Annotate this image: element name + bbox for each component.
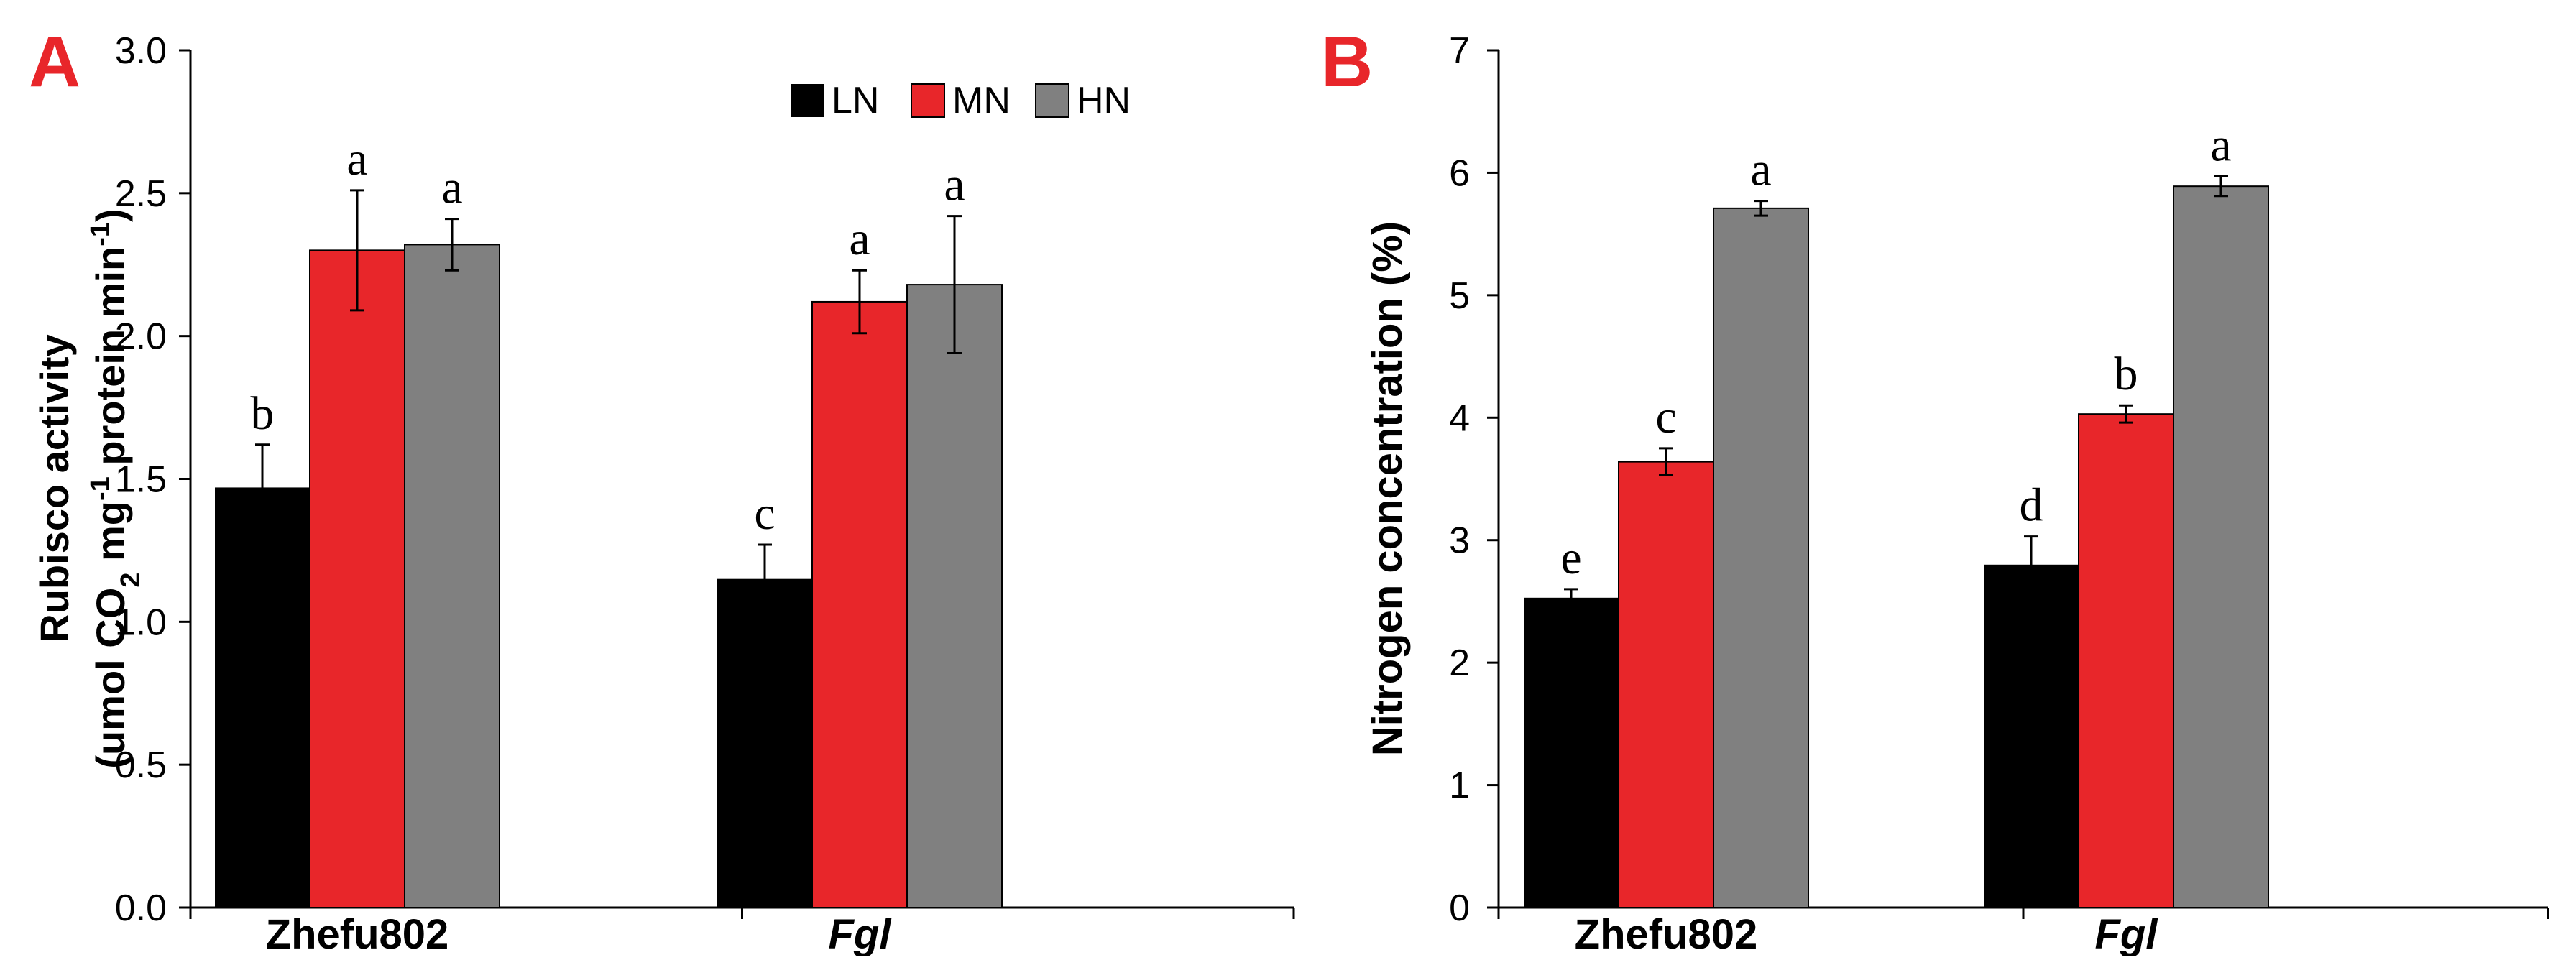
panel-a-bar-hn [906,284,1003,908]
panel-b-ytick-label: 2 [1449,642,1470,684]
panel-b-category-label: Fgl [2095,911,2159,956]
panel-b-ylabel-text: Nitrogen concentration (%) [1364,221,1411,756]
panel-b-ylabel: Nitrogen concentration (%) [1364,221,1411,756]
panel-a-significance-letter: a [944,159,965,211]
panel-a-ytick-label: 3.0 [115,30,167,72]
legend: LN MN HN [791,80,1131,121]
panel-b-significance-letter: d [2020,479,2043,532]
panel-a-bar-mn [811,300,908,908]
panel-b-significance-letter: a [1750,144,1771,196]
panel-a-bar-ln [215,487,310,908]
panel-a-plot: 0.0 0.5 1.0 1.5 2.0 2.5 3.0 Zhefu802 Fgl b c a a a a [115,30,1295,958]
panel-b-ytick-label: 3 [1449,520,1470,562]
panel-b-label: B [1321,22,1373,102]
panel-b-ytick-label: 4 [1449,397,1470,439]
legend-swatch-mn [911,83,945,118]
panel-a-significance-letter: a [346,133,367,185]
panel-a-category-label: Zhefu802 [266,911,449,956]
panel-a-ylabel-line2: (umol CO2 mg-1 protein min-1) [86,208,146,768]
legend-swatch-hn [1035,83,1070,118]
panel-a-ytick-label: 2.0 [115,316,167,358]
panel-b-bar-ln [1984,564,2079,908]
panel-a: A Rubisco activity (umol CO2 mg-1 protei… [29,22,1295,958]
panel-a-significance-letter: c [754,487,775,540]
panel-b-bar-hn [2173,185,2269,908]
panel-a-ylabel-line1: Rubisco activity [32,334,77,642]
panel-b-significance-letter: a [2210,119,2231,172]
legend-entry-mn: MN [911,80,1011,121]
legend-entry-ln: LN [791,80,879,121]
panel-b-significance-letter: b [2115,348,2138,400]
panel-b-bar-ln [1524,597,1619,908]
panel-a-ytick-label: 1.5 [115,459,167,501]
panel-a-significance-letter: a [849,213,870,265]
legend-entry-hn: HN [1035,80,1131,121]
panel-b: B Nitrogen concentration (%) 0 1 2 3 4 5 6 7 Zhe… [1321,22,2549,958]
panel-a-significance-letter: b [251,387,275,440]
panel-b-ytick-label: 6 [1449,152,1470,194]
panel-a-ytick-label: 0.5 [115,744,167,786]
panel-a-ytick-label: 2.5 [115,173,167,215]
panel-b-significance-letter: e [1560,532,1581,584]
panel-b-bar-hn [1713,207,1809,908]
legend-label-hn: HN [1077,80,1131,121]
panel-a-label: A [29,22,80,102]
legend-label-mn: MN [952,80,1011,121]
panel-b-ytick-label: 0 [1449,887,1470,929]
panel-b-plot: 0 1 2 3 4 5 6 7 Zhefu802 Fgl e d c b a a [1449,30,2549,958]
panel-a-ytick-label: 1.0 [115,601,167,643]
panel-a-bar-ln [717,578,812,908]
panel-b-bar-mn [1618,461,1714,908]
legend-label-ln: LN [832,80,879,121]
panel-a-bar-mn [309,249,405,909]
legend-swatch-ln [791,84,824,117]
panel-b-ytick-label: 5 [1449,275,1470,317]
panel-b-ytick-label: 7 [1449,30,1470,72]
panel-a-ylabel: Rubisco activity (umol CO2 mg-1 protein … [32,208,146,768]
panel-a-significance-letter: a [441,162,462,214]
panel-a-bar-hn [404,244,500,908]
panel-b-category-label: Zhefu802 [1575,911,1758,956]
panel-b-bar-mn [2078,413,2174,908]
panel-b-ytick-label: 1 [1449,765,1470,807]
panel-b-significance-letter: c [1655,391,1676,443]
panel-a-category-label: Fgl [829,911,893,956]
panel-a-ytick-label: 0.0 [115,887,167,929]
